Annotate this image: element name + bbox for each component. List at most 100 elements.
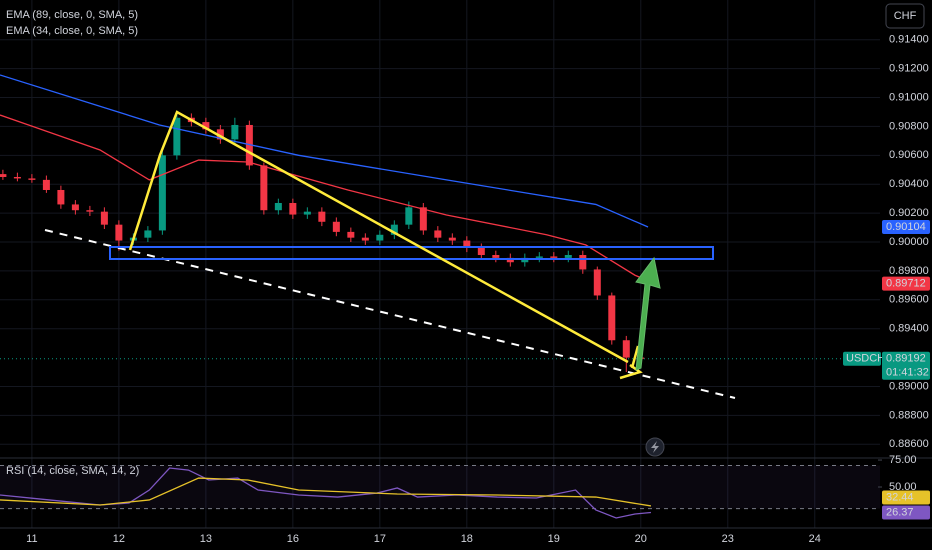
y-tick-label: 0.90800: [889, 120, 929, 132]
candle-body: [260, 165, 268, 211]
y-tick-label: 0.90600: [889, 149, 929, 161]
y-tick-label: 0.91000: [889, 91, 929, 103]
rsi-tick-label: 50.00: [889, 481, 917, 493]
rsi-title: RSI (14, close, SMA, 14, 2): [6, 465, 139, 477]
wave-line: [128, 110, 629, 364]
drawings: [44, 110, 736, 457]
line: [0, 477, 652, 507]
candle-body: [57, 189, 65, 205]
y-tick-label: 0.91200: [889, 63, 929, 75]
y-tick-label: 0.88800: [889, 409, 929, 421]
alert-icon-bolt: [651, 441, 659, 453]
candle-body: [0, 174, 7, 177]
candle-body: [535, 256, 543, 258]
candle-body: [390, 224, 398, 235]
last-price: 0.89192: [886, 353, 926, 365]
x-tick-label: 17: [374, 533, 386, 545]
x-tick-label: 18: [461, 533, 473, 545]
up-arrow: [635, 256, 661, 371]
candle-body: [593, 269, 601, 296]
candle-body: [42, 179, 50, 190]
candle-body: [289, 202, 297, 215]
rsi-last-value-box: [882, 490, 930, 505]
zone-box: [109, 246, 714, 260]
last-price-box: [882, 351, 930, 380]
candle-body: [86, 210, 94, 212]
line: [0, 114, 656, 285]
currency: CHF: [894, 10, 917, 22]
symbol-box: [843, 351, 881, 366]
x-tick-label: 23: [722, 533, 734, 545]
legend-entry: EMA (89, close, 0, SMA, 5): [6, 9, 138, 21]
candle-body: [318, 211, 326, 222]
y-tick-label: 0.89600: [889, 294, 929, 306]
wave-line: [630, 345, 640, 369]
line: [0, 74, 649, 228]
candle-body: [579, 255, 587, 270]
rsi-last-value-box: [882, 505, 930, 520]
candle-body: [202, 122, 210, 130]
candle-body: [158, 155, 166, 231]
y-tick-label: 0.89400: [889, 323, 929, 335]
candle-body: [448, 237, 456, 241]
rsi-last-value: 26.37: [886, 506, 914, 518]
symbol: USDCHF: [846, 353, 892, 365]
y-tick-label: 0.88600: [889, 438, 929, 450]
y-tick-label: 0.90200: [889, 207, 929, 219]
y-tick-label: 0.89000: [889, 380, 929, 392]
candle-body: [347, 231, 355, 238]
rsi-last-value: 32.44: [886, 491, 914, 503]
candle-body: [13, 176, 21, 179]
candle-body: [100, 211, 108, 225]
candle-body: [477, 247, 485, 256]
series-last-value-box: [882, 276, 930, 291]
series-last-value: 0.89712: [886, 278, 926, 290]
series-last-value-box: [882, 219, 930, 234]
y-tick-label: 0.91400: [889, 34, 929, 46]
y-tick-label: 0.90000: [889, 236, 929, 248]
x-tick-label: 16: [287, 533, 299, 545]
candle-body: [405, 207, 413, 225]
candle-body: [492, 255, 500, 258]
candle-body: [506, 257, 514, 263]
y-tick-label: 0.90400: [889, 178, 929, 190]
candle-body: [28, 178, 36, 180]
candle-body: [550, 256, 558, 258]
candle-body: [564, 255, 572, 258]
candle-body: [622, 340, 630, 358]
candle-body: [361, 237, 369, 241]
candle-body: [144, 230, 152, 238]
candle-body: [303, 211, 311, 215]
x-tick-label: 11: [26, 533, 37, 545]
candle-body: [216, 129, 224, 140]
rsi-band-fill: [0, 465, 880, 509]
x-tick-label: 20: [635, 533, 647, 545]
candle-body: [332, 221, 340, 232]
candle-body: [521, 257, 529, 263]
candle-body: [376, 234, 384, 241]
x-tick-label: 19: [548, 533, 560, 545]
candle-body: [463, 240, 471, 248]
x-tick-label: 13: [200, 533, 212, 545]
series-last-value: 0.90104: [886, 221, 926, 233]
candle-body: [231, 124, 239, 140]
candle-body: [434, 230, 442, 238]
rsi-tick-label: 75.00: [889, 454, 917, 466]
candle-body: [71, 204, 79, 211]
marks: [0, 74, 656, 519]
candle-body: [115, 224, 123, 241]
grid: [0, 0, 882, 528]
x-tick-label: 24: [809, 533, 821, 545]
candle-body: [274, 202, 282, 211]
x-tick-label: 12: [113, 533, 125, 545]
candle-body: [419, 207, 427, 231]
candle-body: [173, 117, 181, 156]
countdown: 01:41:32: [886, 367, 929, 379]
legend-entry: EMA (34, close, 0, SMA, 5): [6, 25, 138, 37]
trend-line: [44, 229, 736, 399]
candle-body: [608, 295, 616, 341]
currency-button[interactable]: [885, 3, 925, 29]
y-tick-label: 0.89800: [889, 265, 929, 277]
